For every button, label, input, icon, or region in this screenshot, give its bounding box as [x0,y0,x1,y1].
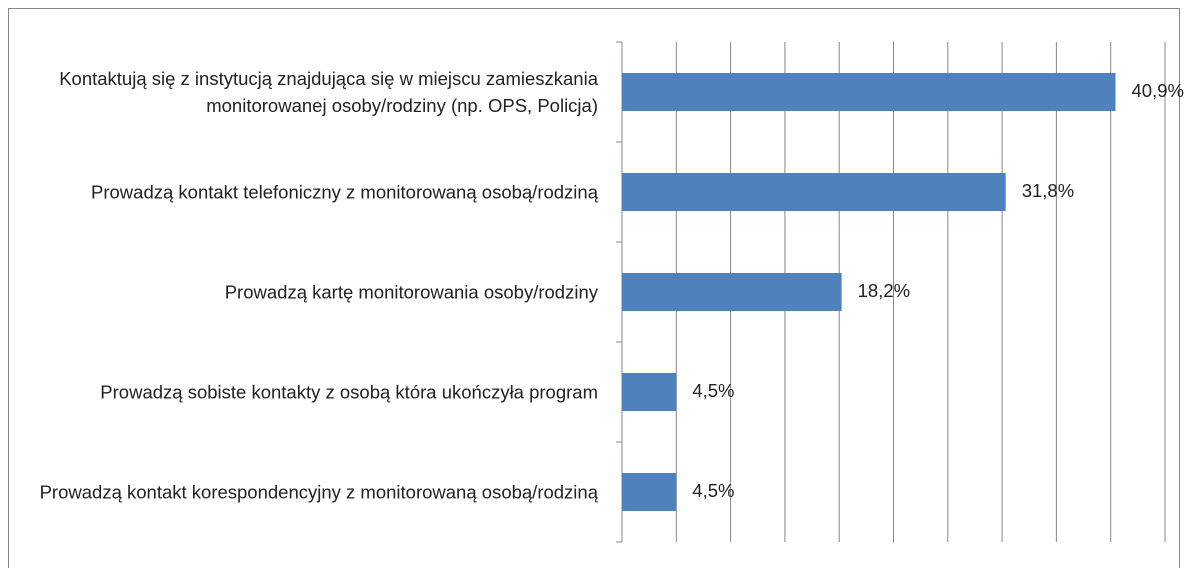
bar [622,373,677,411]
bar [622,173,1006,211]
category-label: Prowadzą sobiste kontakty z osobą która … [100,381,598,403]
bar [622,273,842,311]
category-label: Prowadzą kontakt korespondencyjny z moni… [39,481,598,503]
data-label: 4,5% [692,480,734,501]
bar [622,473,677,511]
data-label: 4,5% [692,380,734,401]
data-label: 40,9% [1132,80,1184,101]
category-label: Prowadzą kontakt telefoniczny z monitoro… [91,181,598,203]
data-label: 18,2% [858,280,910,301]
data-label: 31,8% [1022,180,1074,201]
category-label: Kontaktują się z instytucją znajdująca s… [59,68,598,116]
chart-frame [8,8,1180,568]
category-label: Prowadzą kartę monitorowania osoby/rodzi… [224,281,598,303]
bar [622,73,1116,111]
